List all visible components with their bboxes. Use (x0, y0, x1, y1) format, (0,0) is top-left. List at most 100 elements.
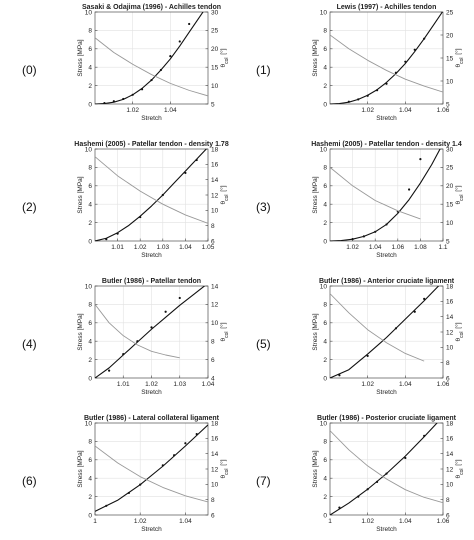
y-axis-label: Stress [MPa] (312, 313, 319, 350)
y-axis-label: Stress [MPa] (77, 450, 84, 487)
chart-title: Butler (1986) - Posterior cruciate ligam… (317, 415, 457, 422)
y2-axis-label: θcol [°] (219, 48, 230, 67)
x-tick-label: 1.04 (179, 518, 192, 525)
data-point (394, 327, 398, 330)
data-point (161, 464, 164, 467)
data-point (169, 55, 172, 58)
y2-tick-label: 8 (211, 339, 215, 346)
y-tick-label: 10 (85, 420, 93, 427)
y-tick-label: 0 (88, 238, 92, 245)
y2-tick-label: 8 (446, 497, 450, 504)
y2-tick-label: 30 (446, 146, 454, 153)
x-axis-label: Stretch (376, 526, 397, 533)
y-tick-label: 6 (88, 183, 92, 190)
x-tick-label: 1.02 (145, 381, 158, 388)
x-axis-label: Stretch (376, 115, 397, 122)
panel-label: (7) (256, 474, 271, 488)
y2-tick-label: 25 (446, 9, 454, 16)
y-axis-label: Stress [MPa] (77, 39, 84, 76)
x-tick-label: 1.06 (437, 518, 450, 525)
chart-panel-5: 0 2 4 6 8 10 6 8 10 12 14 16 18 1.02 1.04 1.06 Butler (1… (256, 278, 465, 396)
y-tick-label: 0 (323, 101, 327, 108)
data-point (116, 232, 119, 235)
y-tick-label: 8 (323, 165, 327, 172)
data-point (366, 488, 369, 491)
y-tick-label: 4 (323, 202, 327, 209)
data-point (195, 432, 198, 436)
x-tick-label: 1.05 (202, 244, 215, 251)
angle-model-line (330, 167, 421, 220)
y2-tick-label: 16 (211, 162, 219, 169)
y-axis-label: Stress [MPa] (77, 176, 84, 213)
y-axis-label: Stress [MPa] (77, 313, 84, 350)
chart-panel-7: 0 2 4 6 8 10 6 8 10 12 14 16 18 1 1.02 1.04 1.06 Butler (… (256, 415, 465, 533)
plot-frame (94, 148, 209, 242)
y-axis-label: Stress [MPa] (312, 176, 319, 213)
y-tick-label: 2 (323, 494, 327, 501)
y2-tick-label: 20 (446, 183, 454, 190)
y-tick-label: 0 (323, 238, 327, 245)
stress-model-line (330, 12, 443, 104)
y-tick-label: 4 (88, 65, 92, 72)
stress-model-line (95, 12, 204, 104)
y-tick-label: 6 (88, 46, 92, 53)
stress-model-line (95, 424, 208, 512)
y2-axis-label: θcol [°] (219, 185, 230, 204)
stress-model-line (330, 423, 438, 515)
x-tick-label: 1.02 (361, 107, 374, 114)
y-tick-label: 6 (323, 183, 327, 190)
y-tick-label: 10 (320, 283, 328, 290)
y2-tick-label: 5 (446, 101, 450, 108)
y-tick-label: 8 (88, 302, 92, 309)
data-point (408, 188, 411, 191)
plot-frame (329, 285, 444, 379)
y2-tick-label: 16 (211, 436, 219, 443)
x-tick-label: 1.04 (399, 381, 412, 388)
y2-tick-label: 20 (211, 46, 219, 53)
chart-title: Sasaki & Odajima (1996) - Achilles tendo… (82, 4, 221, 11)
chart-title: Hashemi (2005) - Patellar tendon - densi… (311, 141, 462, 148)
y-tick-label: 2 (88, 220, 92, 227)
y2-axis-label: θcol [°] (219, 322, 230, 341)
x-tick-label: 1.01 (117, 381, 130, 388)
x-tick-label: 1.02 (134, 518, 147, 525)
y2-tick-label: 15 (446, 55, 454, 62)
y-tick-label: 6 (88, 457, 92, 464)
plot-area (330, 149, 441, 241)
data-point (150, 78, 153, 82)
data-point (150, 326, 153, 329)
data-point (362, 235, 365, 238)
chart-title: Lewis (1997) - Achilles tendon (337, 4, 437, 11)
chart-title: Butler (1986) - Anterior cruciate ligame… (319, 278, 455, 285)
y-tick-label: 0 (88, 101, 92, 108)
angle-model-line (95, 445, 208, 503)
x-tick-label: 1 (328, 518, 332, 525)
chart-panel-2: 0 2 4 6 8 10 6 8 10 12 14 16 18 1.01 1.02 1.03 1.04 1.05 H… (22, 141, 230, 259)
y-tick-label: 8 (88, 439, 92, 446)
y-tick-label: 6 (88, 320, 92, 327)
y-tick-label: 2 (88, 83, 92, 90)
data-point (351, 238, 354, 241)
chart-panel-4: 0 2 4 6 8 10 4 6 8 10 12 14 1.01 1.02 1.03 1.04 Butler (… (22, 278, 230, 396)
y-tick-label: 10 (85, 283, 93, 290)
data-point (195, 158, 198, 162)
data-point (112, 100, 115, 103)
y2-tick-label: 10 (446, 345, 454, 352)
y2-tick-label: 18 (446, 420, 454, 427)
y2-tick-label: 14 (446, 451, 454, 458)
y-tick-label: 8 (88, 28, 92, 35)
y-tick-label: 6 (323, 320, 327, 327)
data-point (103, 101, 106, 104)
y-tick-label: 0 (323, 375, 327, 382)
x-tick-label: 1.04 (164, 107, 177, 114)
data-point (423, 297, 426, 300)
y2-tick-label: 5 (446, 238, 450, 245)
chart-title: Hashemi (2005) - Patellar tendon - densi… (74, 141, 229, 148)
data-point (366, 354, 369, 358)
y-tick-label: 4 (323, 476, 327, 483)
stress-model-line (95, 149, 208, 241)
y2-tick-label: 6 (211, 238, 215, 245)
y2-axis-label: θcol [°] (219, 459, 230, 478)
y-tick-label: 8 (323, 302, 327, 309)
